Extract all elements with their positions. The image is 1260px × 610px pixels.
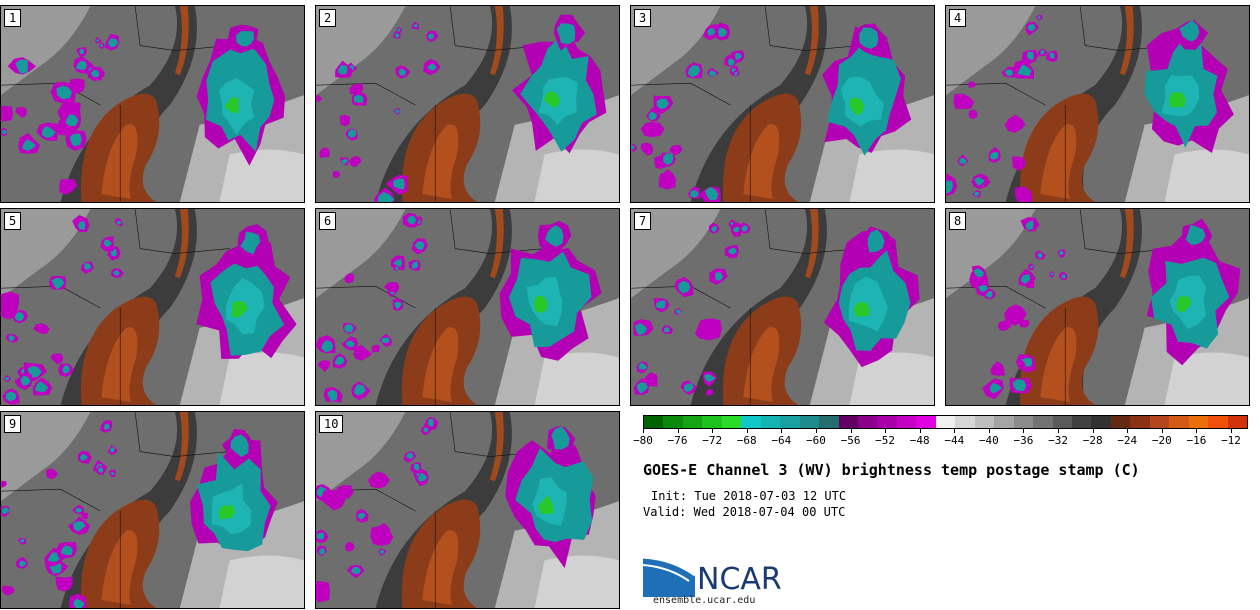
colorbar-tick-label: −68 xyxy=(736,434,757,447)
colorbar-tick-label: −72 xyxy=(702,434,723,447)
colorbar-tick-label: −48 xyxy=(909,434,930,447)
colorbar-tick xyxy=(712,429,714,433)
colorbar-segment xyxy=(896,416,917,428)
valid-label: Valid: xyxy=(643,505,687,519)
colorbar-segment xyxy=(916,416,936,428)
postage-stamp-panel-1: 1 xyxy=(0,5,305,203)
colorbar-segment xyxy=(1149,416,1170,428)
colorbar-tick-label: −12 xyxy=(1221,434,1241,447)
colorbar-tick-label: −44 xyxy=(944,434,965,447)
colorbar-tick-label: −36 xyxy=(1013,434,1034,447)
colorbar-tick xyxy=(1058,429,1060,433)
postage-stamp-panel-3: 3 xyxy=(630,5,935,203)
colorbar-tick xyxy=(988,429,990,433)
colorbar-segment xyxy=(780,416,800,428)
colorbar-tick xyxy=(1196,429,1198,433)
panel-label: 6 xyxy=(319,212,337,230)
postage-stamp-panel-10: 10 xyxy=(315,411,620,609)
colorbar-segment xyxy=(1013,416,1034,428)
figure-title: GOES-E Channel 3 (WV) brightness temp po… xyxy=(643,461,1140,479)
panel-label: 8 xyxy=(949,212,967,230)
colorbar-segment xyxy=(644,416,664,428)
init-label: Init: xyxy=(651,489,688,503)
colorbar-segment xyxy=(1169,416,1189,428)
postage-stamp-panel-6: 6 xyxy=(315,208,620,406)
colorbar-tick xyxy=(781,429,783,433)
colorbar-tick-label: −60 xyxy=(806,434,826,447)
colorbar-segment xyxy=(1071,416,1092,428)
postage-stamp-panel-7: 7 xyxy=(630,208,935,406)
colorbar-tick-label: −52 xyxy=(875,434,896,447)
colorbar-segment xyxy=(702,416,722,428)
colorbar-segment xyxy=(877,416,897,428)
colorbar-tick-label: −56 xyxy=(840,434,861,447)
panel-label: 4 xyxy=(949,9,967,27)
postage-stamp-panel-8: 8 xyxy=(945,208,1250,406)
colorbar-segment xyxy=(721,416,742,428)
colorbar-tick xyxy=(919,429,921,433)
valid-time: Valid: Wed 2018-07-04 00 UTC xyxy=(643,505,845,519)
colorbar-segment xyxy=(682,416,703,428)
valid-value: Wed 2018-07-04 00 UTC xyxy=(693,505,846,519)
colorbar-segment xyxy=(799,416,820,428)
panel-label: 9 xyxy=(4,415,22,433)
init-value: Tue 2018-07-03 12 UTC xyxy=(694,489,847,503)
colorbar-tick xyxy=(677,429,679,433)
colorbar-segment xyxy=(760,416,781,428)
colorbar-tick-label: −20 xyxy=(1151,434,1172,447)
panel-label: 7 xyxy=(634,212,652,230)
colorbar-segment xyxy=(955,416,975,428)
colorbar-tick-label: −32 xyxy=(1048,434,1068,447)
init-time: Init: Tue 2018-07-03 12 UTC xyxy=(651,489,846,503)
postage-stamp-panel-4: 4 xyxy=(945,5,1250,203)
colorbar-tick xyxy=(815,429,817,433)
colorbar-segment xyxy=(1091,416,1111,428)
colorbar-segment xyxy=(838,416,858,428)
colorbar-tick xyxy=(1161,429,1163,433)
colorbar-tick-label: −28 xyxy=(1082,434,1103,447)
colorbar-segment xyxy=(1052,416,1072,428)
panel-label: 1 xyxy=(4,9,22,27)
colorbar-tick-label: −24 xyxy=(1117,434,1138,447)
colorbar-segment xyxy=(857,416,878,428)
panel-label: 5 xyxy=(4,212,22,230)
panel-label: 2 xyxy=(319,9,337,27)
colorbar-segment xyxy=(819,416,839,428)
postage-stamp-panel-9: 9 xyxy=(0,411,305,609)
colorbar-segment xyxy=(1130,416,1150,428)
colorbar-tick xyxy=(1231,429,1232,433)
logo-text: NCAR xyxy=(697,562,782,597)
colorbar-segment xyxy=(1227,416,1248,428)
colorbar-tick xyxy=(850,429,852,433)
colorbar-tick xyxy=(1023,429,1025,433)
colorbar-tick-label: −40 xyxy=(978,434,999,447)
colorbar-tick xyxy=(746,429,748,433)
colorbar-segment xyxy=(994,416,1014,428)
colorbar-tick xyxy=(643,429,644,433)
ncar-logo-icon xyxy=(643,555,696,597)
colorbar-segment xyxy=(1033,416,1053,428)
colorbar-tick xyxy=(954,429,956,433)
postage-stamp-panel-2: 2 xyxy=(315,5,620,203)
colorbar-tick-label: −76 xyxy=(667,434,688,447)
colorbar-tick xyxy=(1127,429,1129,433)
website-url: ensemble.ucar.edu xyxy=(653,595,756,606)
postage-stamp-panel-5: 5 xyxy=(0,208,305,406)
colorbar-tick xyxy=(885,429,887,433)
colorbar-segment xyxy=(935,416,956,428)
colorbar-tick-label: −16 xyxy=(1186,434,1207,447)
colorbar xyxy=(643,415,1248,429)
panel-label: 10 xyxy=(319,415,344,433)
colorbar-segment xyxy=(1208,416,1228,428)
colorbar-segment xyxy=(974,416,995,428)
colorbar-tick xyxy=(1092,429,1094,433)
colorbar-segment xyxy=(1110,416,1131,428)
colorbar-segment xyxy=(741,416,761,428)
colorbar-tick-label: −64 xyxy=(771,434,792,447)
colorbar-segment xyxy=(1188,416,1209,428)
panel-label: 3 xyxy=(634,9,652,27)
colorbar-ticks: −80 −76 −72 −68 −64 −60 −56 −52 −48 −44 −40 −36 −32 −… xyxy=(633,429,1248,449)
colorbar-tick-label: −80 xyxy=(633,434,653,447)
colorbar-segment xyxy=(663,416,683,428)
